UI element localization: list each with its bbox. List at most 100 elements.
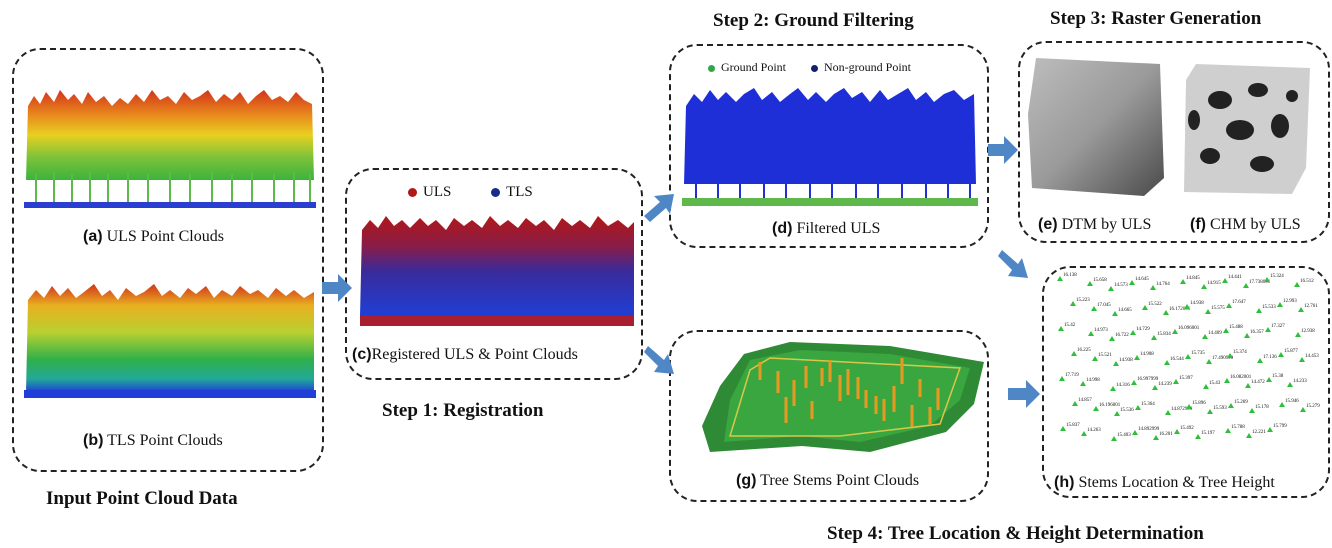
stem-marker-triangle — [1088, 331, 1094, 336]
stem-location-marker: 14.973 — [1088, 328, 1108, 336]
stem-height-label: 15.533 — [1262, 305, 1276, 310]
stem-height-label: 17.647 — [1232, 300, 1246, 305]
stem-height-label: 15.521 — [1098, 353, 1112, 358]
stem-location-marker: 15.364 — [1135, 402, 1155, 410]
stem-height-label: 15.522 — [1148, 302, 1162, 307]
stem-marker-triangle — [1092, 356, 1098, 361]
caption-c: (c)Registered ULS & Point Clouds — [352, 346, 578, 364]
stem-location-marker: 17.490999 — [1206, 356, 1234, 364]
stem-marker-triangle — [1130, 330, 1136, 335]
caption-h-text: Stems Location & Tree Height — [1074, 474, 1275, 491]
stem-location-marker: 15.38 — [1266, 374, 1284, 382]
registration-panel — [345, 168, 643, 380]
stem-location-marker: 14.233 — [1287, 379, 1307, 387]
stem-location-marker: 15.488 — [1223, 325, 1243, 333]
stem-location-marker: 15.877 — [1278, 349, 1298, 357]
stem-marker-triangle — [1257, 358, 1263, 363]
caption-a-letter: (a) — [83, 228, 103, 245]
step1-title: Step 1: Registration — [382, 400, 544, 421]
stem-location-marker: 14.938 — [1184, 301, 1204, 309]
stem-marker-triangle — [1163, 310, 1169, 315]
stem-height-label: 15.837 — [1066, 423, 1080, 428]
dtm-raster-image — [1026, 54, 1166, 198]
stem-marker-triangle — [1070, 301, 1076, 306]
stem-height-label: 15.575 — [1211, 306, 1225, 311]
stem-marker-triangle — [1172, 329, 1178, 334]
stem-marker-triangle — [1152, 385, 1158, 390]
stem-marker-triangle — [1132, 430, 1138, 435]
stem-marker-triangle — [1279, 402, 1285, 407]
stem-location-marker: 16.172001 — [1163, 307, 1191, 315]
stem-location-marker: 14.316 — [1110, 383, 1130, 391]
stem-location-marker: 16.544 — [1164, 357, 1184, 365]
stem-marker-triangle — [1287, 382, 1293, 387]
stem-marker-triangle — [1225, 428, 1231, 433]
stem-height-label: 15.896 — [1192, 401, 1206, 406]
caption-g-text: Tree Stems Point Clouds — [756, 472, 920, 489]
stem-location-marker: 15.536 — [1114, 408, 1134, 416]
non-ground-point-dot — [811, 64, 819, 72]
stem-height-label: 14.973 — [1094, 328, 1108, 333]
stem-height-label: 14.453 — [1305, 354, 1319, 359]
non-ground-point-label: Non-ground Point — [824, 60, 912, 74]
stem-marker-triangle — [1202, 334, 1208, 339]
tls-legend-label: TLS — [506, 184, 533, 200]
stem-height-label: 14.892999 — [1138, 427, 1160, 432]
stem-marker-triangle — [1206, 359, 1212, 364]
caption-b-text: TLS Point Clouds — [103, 432, 223, 449]
stem-height-label: 14.263 — [1087, 428, 1101, 433]
stem-height-label: 15.43 — [1209, 381, 1221, 386]
stem-marker-triangle — [1108, 286, 1114, 291]
stem-marker-triangle — [1228, 403, 1234, 408]
stem-height-label: 14.915 — [1207, 281, 1221, 286]
stem-marker-triangle — [1223, 328, 1229, 333]
raster-panel — [1018, 41, 1330, 243]
stem-marker-triangle — [1227, 353, 1233, 358]
filtered-uls-image — [682, 84, 978, 208]
uls-legend-label: ULS — [423, 184, 452, 200]
stem-location-marker: 15.403 — [1111, 433, 1131, 441]
stem-marker-triangle — [1264, 277, 1270, 282]
stem-location-marker: 14.263 — [1081, 428, 1101, 436]
stem-location-marker: 17.045 — [1091, 303, 1111, 311]
stem-marker-triangle — [1180, 279, 1186, 284]
stem-location-marker: 17.647 — [1226, 300, 1246, 308]
caption-b-letter: (b) — [83, 432, 104, 449]
stem-marker-triangle — [1071, 351, 1077, 356]
stem-marker-triangle — [1110, 386, 1116, 391]
stem-height-label: 15.799 — [1273, 424, 1287, 429]
arrow-filtering-to-raster — [988, 136, 1018, 164]
stem-location-marker: 16.997999 — [1131, 377, 1159, 385]
stem-marker-triangle — [1295, 332, 1301, 337]
stem-height-label: 14.857 — [1078, 398, 1092, 403]
stem-height-label: 16.512 — [1300, 279, 1314, 284]
stem-location-marker: 15.834 — [1151, 332, 1171, 340]
caption-d: (d) Filtered ULS — [772, 220, 880, 238]
stem-height-label: 15.38 — [1272, 374, 1284, 379]
stem-marker-triangle — [1135, 405, 1141, 410]
caption-e: (e) DTM by ULS — [1038, 216, 1151, 234]
input-title: Input Point Cloud Data — [46, 488, 238, 509]
stem-marker-triangle — [1294, 282, 1300, 287]
stem-height-label: 12.993 — [1283, 299, 1297, 304]
caption-g-letter: (g) — [736, 472, 757, 489]
stem-location-marker: 14.409 — [1202, 331, 1222, 339]
stem-marker-triangle — [1131, 380, 1137, 385]
stem-location-marker: 14.845 — [1180, 276, 1200, 284]
stem-location-marker: 15.324 — [1264, 274, 1284, 282]
arrow-registration-to-stems — [644, 346, 674, 374]
stem-location-marker: 15.533 — [1256, 305, 1276, 313]
stem-marker-triangle — [1256, 308, 1262, 313]
stem-height-label: 14.908 — [1140, 352, 1154, 357]
stem-marker-triangle — [1265, 327, 1271, 332]
stem-height-label: 12.221 — [1252, 430, 1266, 435]
stem-height-label: 17.719 — [1065, 373, 1079, 378]
stem-location-marker: 14.857 — [1072, 398, 1092, 406]
stem-marker-triangle — [1205, 309, 1211, 314]
stem-height-label: 16.225 — [1077, 348, 1091, 353]
caption-a-text: ULS Point Clouds — [102, 228, 224, 245]
stem-height-label: 15.269 — [1234, 400, 1248, 405]
stem-location-marker: 16.096001 — [1172, 326, 1200, 334]
arrow-registration-to-filtering — [644, 194, 674, 222]
stem-location-marker: 14.645 — [1129, 277, 1149, 285]
